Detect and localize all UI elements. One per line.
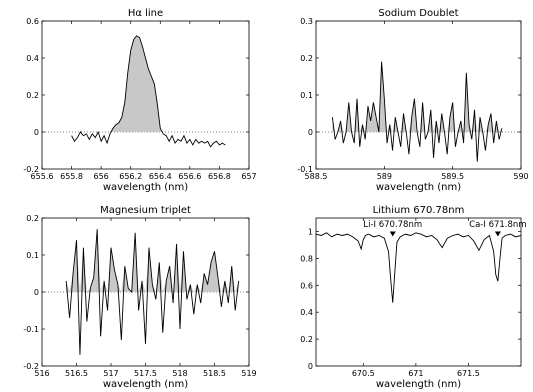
y-tick-label: 0 <box>34 288 39 297</box>
x-tick-label: 518 <box>172 369 187 378</box>
spectrum-line <box>71 35 226 148</box>
y-tick-label: 0.2 <box>300 54 313 63</box>
spectrum-line <box>65 229 240 355</box>
plot-area <box>316 232 521 303</box>
y-tick-label: 0.1 <box>300 91 313 100</box>
y-tick-label: 0.1 <box>26 251 39 260</box>
y-tick-label: 1 <box>308 227 313 236</box>
y-tick-label: -0.2 <box>23 362 39 371</box>
y-tick-label: 0.6 <box>26 17 39 26</box>
y-tick-label: 0.4 <box>26 54 39 63</box>
x-tick-label: 657 <box>241 172 256 181</box>
plot-area <box>316 61 521 162</box>
x-tick-label: 656.8 <box>208 172 231 181</box>
y-tick-label: -0.1 <box>23 325 39 334</box>
x-tick-label: 589.5 <box>441 172 464 181</box>
x-tick-label: 670.5 <box>352 369 375 378</box>
y-tick-label: 0 <box>308 128 313 137</box>
annotation-li: Li-I 670.78nm <box>363 220 422 230</box>
y-tick-label: 0.6 <box>300 281 313 290</box>
spectrum-line <box>331 61 503 162</box>
x-tick-label: 655.6 <box>31 172 54 181</box>
x-tick-label: 516.5 <box>65 369 88 378</box>
x-tick-label: 517.5 <box>134 369 157 378</box>
x-tick-label: 590 <box>513 172 528 181</box>
axes-frame <box>315 20 522 170</box>
y-tick-label: 0.2 <box>300 335 313 344</box>
x-tick-label: 518.5 <box>203 369 226 378</box>
chart-panel-3: Magnesium triplet 516 516.5 517 517.5 518 518.… <box>23 205 256 390</box>
y-tick-label: 0 <box>308 362 313 371</box>
x-tick-label: 671.5 <box>457 369 480 378</box>
x-tick-label: 517 <box>103 369 118 378</box>
annotation-ca: Ca-I 671.8nm <box>469 220 526 230</box>
x-axis-label: wavelength (nm) <box>103 182 188 193</box>
y-tick-label: 0 <box>34 128 39 137</box>
x-tick-label: 656.6 <box>178 172 201 181</box>
annotation-arrow-li <box>389 231 396 237</box>
y-tick-label: 0.2 <box>26 91 39 100</box>
positive-fill-area <box>332 61 502 133</box>
positive-fill-area <box>71 35 226 132</box>
annotation-arrow-ca <box>494 231 501 237</box>
x-tick-label: 655.8 <box>60 172 83 181</box>
y-tick-label: -0.1 <box>297 165 313 174</box>
x-axis-label: wavelength (nm) <box>103 379 188 390</box>
chart-panel-2: Sodium Doublet 588.5 589 589.5 590 -0.1 0 0.1 0.… <box>297 8 528 193</box>
x-tick-label: 588.5 <box>305 172 328 181</box>
chart-panel-4: Lithium 670.78nm 670.5 671 671.5 0 0.2 0.4 0.6 0… <box>300 205 526 390</box>
x-tick-label: 671 <box>408 369 423 378</box>
x-tick-label: 656 <box>94 172 109 181</box>
axes-frame <box>315 217 522 367</box>
plot-area <box>42 229 249 355</box>
y-tick-label: 0.3 <box>300 17 313 26</box>
x-tick-label: 589 <box>377 172 392 181</box>
spectrum-line <box>316 232 521 303</box>
chart-panel-1: Hα line 655.6 655.8 656 656.2 656.4 656.6 656.8… <box>23 8 256 193</box>
chart-title: Magnesium triplet <box>100 205 191 216</box>
x-axis-label: wavelength (nm) <box>376 182 461 193</box>
chart-title: Sodium Doublet <box>378 8 458 19</box>
y-tick-label: 0.4 <box>300 308 313 317</box>
y-tick-label: 0.8 <box>300 254 313 263</box>
x-tick-label: 656.2 <box>119 172 142 181</box>
y-tick-label: 0.2 <box>26 214 39 223</box>
x-tick-label: 519 <box>241 369 256 378</box>
plot-area <box>42 35 249 148</box>
chart-title: Lithium 670.78nm <box>373 205 465 216</box>
x-tick-label: 656.4 <box>149 172 172 181</box>
x-axis-label: wavelength (nm) <box>376 379 461 390</box>
chart-title: Hα line <box>128 8 163 19</box>
y-tick-label: -0.2 <box>23 165 39 174</box>
x-tick-label: 516 <box>34 369 49 378</box>
